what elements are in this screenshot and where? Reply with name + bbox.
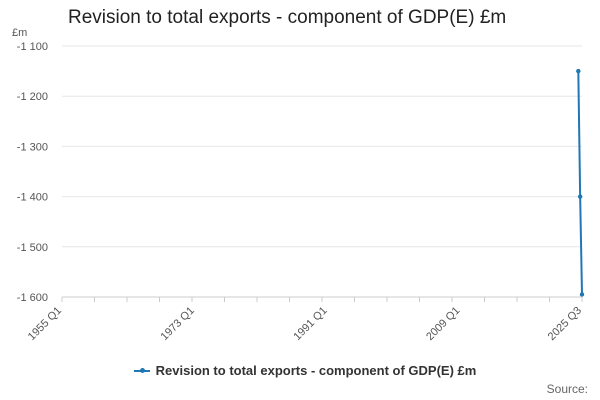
x-tick-label: 2025 Q3 — [546, 305, 584, 343]
data-point[interactable] — [577, 194, 583, 199]
y-axis: -1 100 -1 200 -1 300 -1 400 -1 500 -1 600 — [17, 41, 48, 304]
grid-layer — [62, 45, 582, 298]
x-axis: 1955 Q1 1973 Q1 1991 Q1 2009 Q1 2025 Q3 — [26, 296, 584, 343]
x-tick-label: 2009 Q1 — [424, 305, 462, 343]
y-tick-label: -1 300 — [17, 141, 48, 153]
legend-item[interactable]: Revision to total exports - component of… — [133, 363, 477, 378]
data-point[interactable] — [579, 292, 585, 297]
legend-label: Revision to total exports - component of… — [155, 363, 477, 378]
series-layer — [576, 68, 585, 297]
source-credit[interactable]: Source: — [546, 382, 588, 396]
x-tick-label: 1955 Q1 — [26, 305, 64, 343]
legend-swatch — [133, 366, 150, 376]
y-tick-label: -1 500 — [17, 242, 48, 254]
data-point[interactable] — [576, 68, 581, 74]
y-tick-label: -1 200 — [17, 91, 48, 103]
y-tick-label: -1 100 — [17, 41, 48, 53]
chart-title: Revision to total exports - component of… — [68, 7, 507, 28]
series-line — [577, 71, 583, 295]
y-tick-label: -1 600 — [17, 292, 48, 304]
x-tick-label: 1973 Q1 — [159, 305, 197, 343]
x-tick-label: 1991 Q1 — [291, 305, 329, 343]
y-axis-unit-label: £m — [12, 27, 27, 39]
legend: Revision to total exports - component of… — [0, 363, 600, 379]
y-tick-label: -1 400 — [17, 192, 48, 204]
